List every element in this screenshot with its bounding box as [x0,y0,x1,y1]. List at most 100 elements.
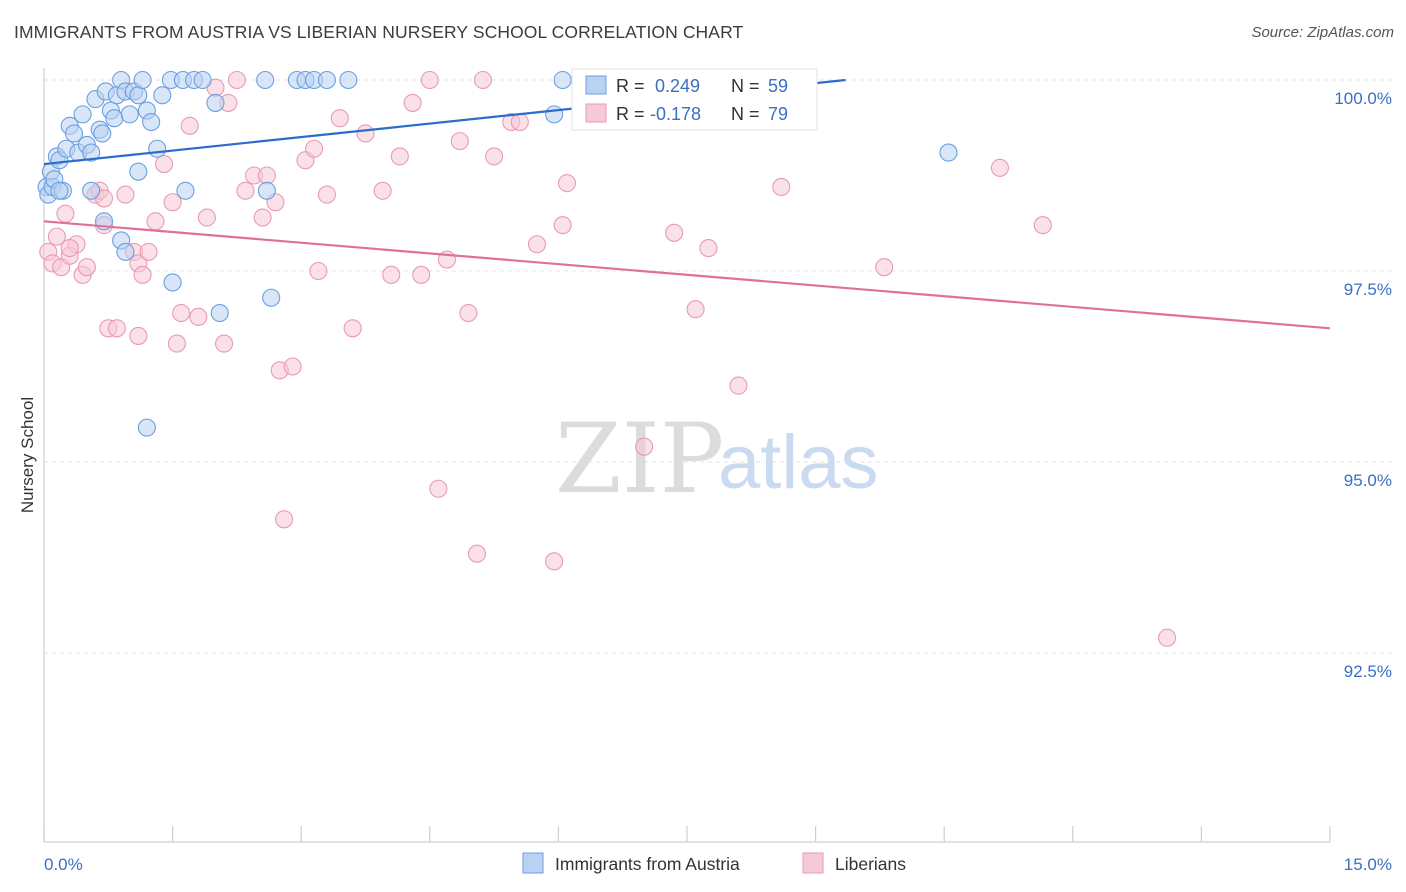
y-tick-label: 97.5% [1344,280,1392,299]
point-austria [137,418,156,437]
point-liberians [257,166,276,185]
y-tick-labels: 100.0% 97.5% 95.0% 92.5% [1334,89,1392,681]
point-liberians [373,181,392,200]
point-liberians [1033,216,1052,235]
legend-swatch-liberians [802,852,824,874]
point-liberians [635,437,654,456]
point-liberians [420,70,439,90]
point-austria [257,181,276,200]
point-austria [50,181,69,200]
point-liberians [699,239,718,258]
point-liberians [343,319,362,338]
stats-r-label-liberians: R = [616,104,645,124]
trend-line-liberians [43,220,1331,330]
point-liberians [47,227,66,246]
point-liberians [545,552,564,571]
point-liberians [133,265,152,284]
stats-n-value-liberians: 79 [768,104,788,124]
legend: Immigrants from Austria Liberians [522,852,906,874]
point-austria [939,143,958,162]
y-tick-label: 92.5% [1344,662,1392,681]
point-austria [64,124,84,143]
watermark-atlas: atlas [718,420,879,505]
point-austria [545,105,564,124]
point-liberians [382,265,401,284]
y-tick-label: 100.0% [1334,89,1392,108]
point-liberians [317,185,336,204]
point-austria [339,70,358,90]
point-liberians [772,177,791,197]
point-liberians [990,158,1009,177]
point-liberians [180,116,199,135]
point-austria [73,105,92,124]
point-liberians [510,112,529,132]
point-austria [133,70,152,90]
stats-n-label-austria: N = [731,76,760,96]
point-austria [129,162,148,181]
point-austria [262,288,281,307]
point-liberians [283,357,302,376]
point-austria [553,70,572,90]
point-liberians [172,303,191,323]
point-austria [176,181,195,200]
x-ticks [43,826,1331,842]
stats-r-label-austria: R = [616,76,645,96]
point-liberians [129,326,148,345]
legend-label-austria: Immigrants from Austria [555,854,740,874]
point-liberians [467,544,487,563]
legend-swatch-austria [522,852,544,874]
point-liberians [189,307,208,326]
point-liberians [729,376,748,395]
point-austria [256,70,275,90]
gridlines [44,79,1392,654]
point-liberians [116,185,135,204]
point-liberians [107,319,126,338]
point-liberians [227,70,246,90]
watermark-zip: ZIP [555,403,724,515]
point-austria [142,112,161,132]
point-liberians [330,109,349,128]
point-liberians [473,70,493,90]
point-liberians [236,181,255,200]
point-austria [193,70,212,90]
point-liberians [56,204,75,223]
watermark: ZIP atlas [555,403,879,515]
stats-box: R = 0.249 N = 59 R = -0.178 N = 79 [571,68,818,131]
point-liberians [450,132,469,151]
point-liberians [686,300,705,319]
point-liberians [875,258,894,277]
chart-title: IMMIGRANTS FROM AUSTRIA VS LIBERIAN NURS… [14,22,744,42]
y-tick-label: 95.0% [1344,471,1392,490]
point-austria [82,181,101,200]
point-liberians [146,212,165,231]
stats-r-value-austria: 0.249 [655,76,700,96]
point-liberians [356,124,375,143]
point-austria [120,105,139,124]
stats-r-value-liberians: -0.178 [650,104,701,124]
point-austria [129,86,148,105]
point-liberians [77,258,96,277]
point-austria [82,143,101,162]
x-tick-label-min: 0.0% [44,855,83,874]
point-liberians [167,334,186,353]
point-liberians [214,334,234,353]
point-austria [206,93,225,112]
point-austria [105,109,124,128]
scatter-points [37,70,1177,647]
point-liberians [1158,628,1177,647]
point-liberians [403,93,422,112]
point-liberians [390,147,409,166]
point-liberians [527,235,547,254]
stats-box-frame [571,68,818,131]
point-liberians [412,265,431,284]
stats-n-value-austria: 59 [768,76,788,96]
point-liberians [309,261,328,281]
x-tick-label-max: 15.0% [1344,855,1392,874]
point-liberians [665,223,684,242]
point-liberians [459,303,478,323]
point-liberians [553,216,572,235]
point-austria [148,139,167,158]
point-liberians [139,242,158,261]
point-austria [93,124,112,143]
point-liberians [60,239,79,258]
